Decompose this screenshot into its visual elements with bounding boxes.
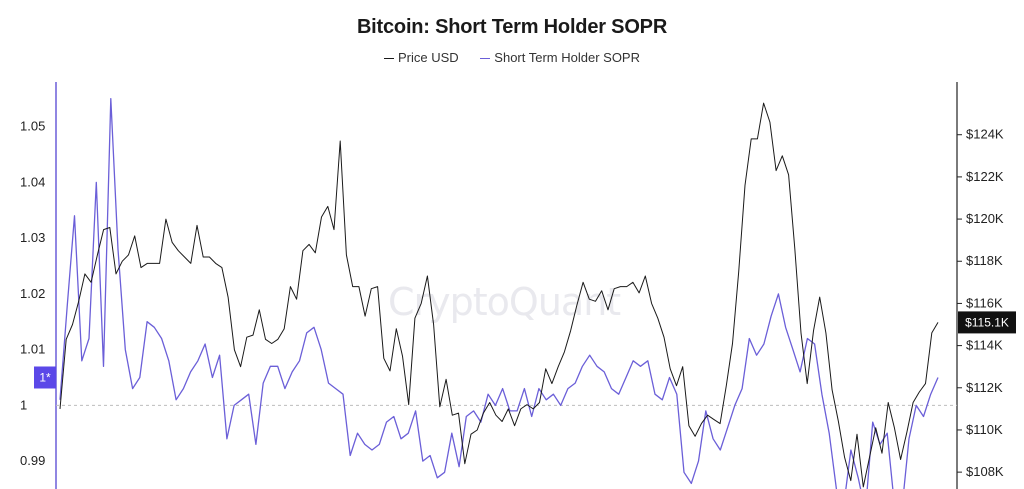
- left-tick-label: 1.04: [20, 174, 45, 189]
- current-value-badge-left: [34, 366, 56, 389]
- legend-label-sopr: Short Term Holder SOPR: [494, 50, 640, 65]
- legend-swatch-price: [383, 58, 394, 60]
- left-tick-label: 0.99: [20, 453, 45, 468]
- left-tick-label: 1: [20, 397, 27, 412]
- watermark: CryptoQuant: [388, 280, 621, 324]
- right-tick-label: $114K: [966, 338, 1003, 353]
- current-value-label-right: $115.1K: [965, 315, 1009, 329]
- chart-title: Bitcoin: Short Term Holder SOPR: [356, 16, 668, 38]
- chart-legend: Price USD Short Term Holder SOPR: [0, 50, 1024, 65]
- current-value-label-left: 1*: [39, 370, 51, 384]
- series-line-sopr[interactable]: [59, 98, 939, 489]
- right-tick-label: $108K: [966, 464, 1004, 479]
- left-tick-label: 1.02: [20, 286, 45, 301]
- right-tick-label: $122K: [966, 169, 1004, 184]
- left-tick-label: 1.01: [20, 342, 45, 357]
- left-tick-label: 1.05: [20, 119, 45, 134]
- right-tick-label: $124K: [966, 127, 1004, 142]
- legend-swatch-sopr: [480, 58, 491, 60]
- legend-item-sopr[interactable]: Short Term Holder SOPR: [480, 50, 640, 65]
- left-tick-label: 1.03: [20, 230, 45, 245]
- legend-item-price[interactable]: Price USD: [383, 50, 459, 65]
- right-tick-label: $116K: [966, 295, 1003, 310]
- series-line-price[interactable]: [59, 102, 939, 488]
- right-tick-label: $120K: [966, 211, 1004, 226]
- right-tick-label: $110K: [966, 422, 1003, 437]
- right-tick-label: $118K: [966, 253, 1003, 268]
- legend-label-price: Price USD: [397, 50, 459, 65]
- current-value-badge-right: [958, 311, 1016, 334]
- right-tick-label: $112K: [966, 380, 1003, 395]
